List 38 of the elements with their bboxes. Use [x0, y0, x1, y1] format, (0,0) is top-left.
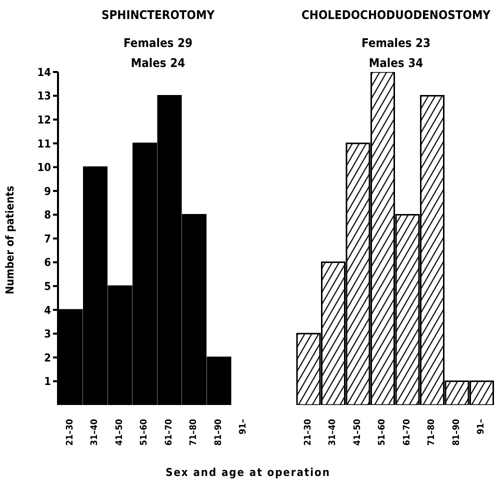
x-tick-label: 71–80 [427, 418, 438, 446]
x-tick-label: 81–90 [452, 418, 462, 446]
y-axis-title: Number of patients [4, 186, 16, 294]
x-tick-label: 61–70 [164, 418, 174, 446]
x-tick-label: 21–30 [303, 418, 314, 446]
text: Females 23 [360, 36, 432, 50]
text: Males 24 [130, 56, 186, 70]
y-tick-label: 8 [44, 208, 52, 222]
y-tick-label: 14 [37, 66, 52, 79]
y-tick-label: 3 [44, 328, 52, 341]
y-tick-label: 12 [37, 113, 52, 126]
x-axis-title: Sex and age at operation [164, 466, 332, 479]
x-tick-label: 71–80 [189, 418, 200, 446]
chart-title: SPHINCTEROTOMY [100, 8, 216, 22]
y-tick-label: 11 [37, 137, 52, 150]
y-tick-label: 13 [37, 90, 52, 103]
x-tick-label: 61–70 [402, 418, 412, 446]
y-tick-label: 1 [44, 375, 52, 388]
x-tick-label: 31–40 [328, 418, 338, 446]
x-tick-label: 91– [476, 419, 487, 434]
x-tick-label: 41–50 [114, 418, 125, 446]
x-tick-label: 91– [238, 419, 249, 434]
text: Females 29 [122, 36, 194, 50]
y-tick-label: 4 [44, 304, 52, 317]
x-tick-label: 41–50 [352, 418, 363, 446]
text: Males 34 [368, 56, 424, 70]
y-tick-label: 9 [44, 184, 52, 198]
y-tick-label: 5 [44, 280, 52, 293]
x-tick-label: 21–30 [65, 418, 76, 446]
y-tick-label: 6 [44, 256, 52, 270]
chart-title: CHOLEDOCHODUODENOSTOMY [300, 8, 492, 22]
y-tick-label: 2 [44, 351, 52, 364]
x-tick-label: 51–60 [378, 418, 388, 446]
x-tick-label: 81–90 [214, 418, 224, 446]
x-tick-label: 51–60 [140, 418, 150, 446]
x-tick-label: 31–40 [90, 418, 100, 446]
y-tick-label: 10 [37, 161, 52, 174]
y-tick-label: 7 [44, 232, 52, 246]
